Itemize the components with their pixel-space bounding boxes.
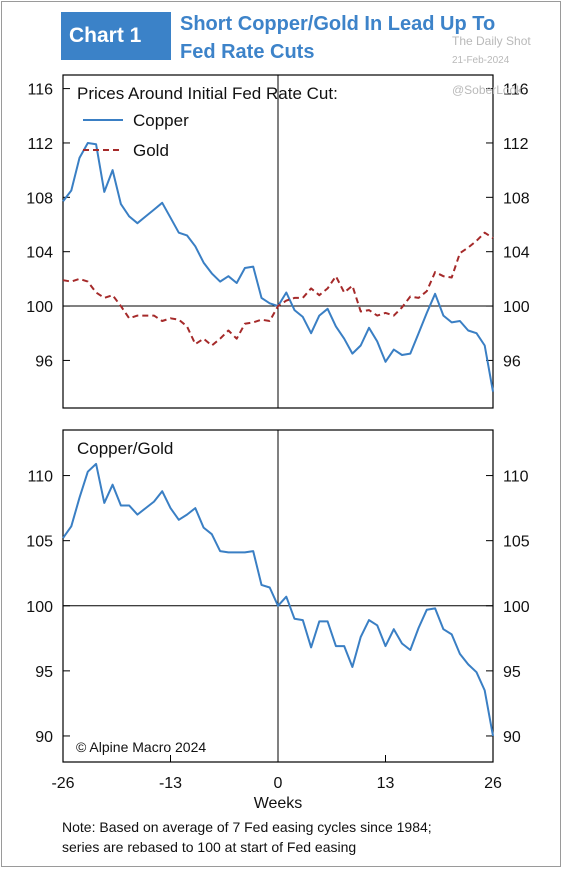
series-line-ratio [62, 462, 494, 737]
y-tick-label-right: 116 [503, 82, 529, 99]
y-tick-label-left: 96 [35, 353, 53, 370]
y-tick-label-right: 112 [503, 136, 529, 153]
chart-badge: Chart 1 [61, 12, 171, 60]
watermark-date: 21-Feb-2024 [452, 55, 510, 66]
y-tick-label-right: 95 [503, 664, 521, 681]
footnote-line-1: Note: Based on average of 7 Fed easing c… [62, 819, 432, 835]
y-tick-label-left: 104 [26, 245, 53, 262]
y-tick-label-right: 90 [503, 729, 521, 746]
footnote-line-2: series are rebased to 100 at start of Fe… [62, 839, 357, 855]
legend-label-copper: Copper [133, 111, 189, 130]
title-line-1: Short Copper/Gold In Lead Up To [180, 13, 496, 35]
y-tick-label-left: 110 [27, 469, 53, 486]
y-tick-label-right: 105 [503, 534, 530, 551]
y-tick-label-left: 100 [26, 599, 53, 616]
y-tick-label-right: 110 [503, 469, 529, 486]
footnote: Note: Based on average of 7 Fed easing c… [62, 817, 542, 857]
series-line-gold [62, 231, 494, 347]
y-tick-label-right: 108 [503, 190, 530, 207]
x-tick-label: -13 [159, 775, 182, 792]
panel-2: 90 90 95 95 100 100 105 105 110 110 -26 -13 0 13 26 Wee… [26, 429, 530, 812]
panel-1: 96 96 100 100 104 104 108 108 112 112 116 116 Prices… [26, 74, 530, 409]
x-tick-label: 13 [377, 775, 395, 792]
x-tick-label: 0 [274, 775, 283, 792]
y-tick-label-left: 116 [27, 82, 53, 99]
y-tick-label-left: 100 [26, 299, 53, 316]
y-tick-label-right: 104 [503, 245, 530, 262]
y-tick-label-right: 100 [503, 299, 530, 316]
watermark-handle: @SoberLook [452, 83, 523, 97]
x-axis-label: Weeks [254, 795, 303, 812]
watermark-source: The Daily Shot [452, 34, 531, 48]
x-tick-label: 26 [484, 775, 502, 792]
title-line-2: Fed Rate Cuts [180, 41, 315, 63]
panel-title: Copper/Gold [77, 439, 173, 458]
legend-label-gold: Gold [133, 141, 169, 160]
x-tick-label: -26 [51, 775, 74, 792]
y-tick-label-right: 96 [503, 353, 521, 370]
y-tick-label-left: 95 [35, 664, 53, 681]
y-tick-label-left: 112 [27, 136, 53, 153]
y-tick-label-left: 108 [26, 190, 53, 207]
chart-title: Short Copper/Gold In Lead Up To Fed Rate… [180, 10, 520, 66]
panel-title: Prices Around Initial Fed Rate Cut: [77, 84, 338, 103]
y-tick-label-left: 90 [35, 729, 53, 746]
y-tick-label-left: 105 [26, 534, 53, 551]
copyright-label: © Alpine Macro 2024 [76, 739, 206, 755]
y-tick-label-right: 100 [503, 599, 530, 616]
